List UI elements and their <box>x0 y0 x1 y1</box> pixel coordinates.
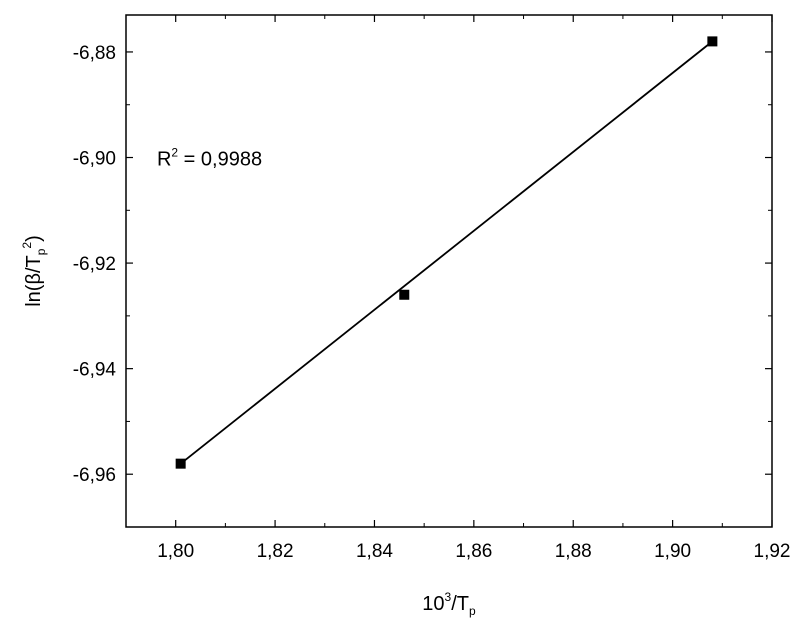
x-axis-title-base: 10 <box>422 593 444 615</box>
y-tick-label: -6,96 <box>73 465 116 486</box>
x-tick-label: 1,92 <box>754 541 791 562</box>
data-point <box>175 458 186 469</box>
plot-frame <box>125 14 773 528</box>
x-axis-title: 103/Tp <box>422 590 476 618</box>
annotation-rest: = 0,9988 <box>178 149 262 171</box>
annotation-sup: 2 <box>171 146 178 160</box>
y-tick-label: -6,90 <box>73 149 116 170</box>
annotation-prefix: R <box>157 149 171 171</box>
y-axis-title-prefix: ln(β/T <box>23 255 45 307</box>
y-tick-label: -6,94 <box>73 360 117 381</box>
x-tick-label: 1,82 <box>257 541 294 562</box>
y-axis-title-suffix: ) <box>23 235 45 242</box>
x-tick-label: 1,88 <box>555 541 592 562</box>
y-axis-title-sup: 2 <box>20 242 34 249</box>
y-axis-title: ln(β/Tp2) <box>20 235 48 307</box>
y-tick-label: -6,88 <box>73 43 116 64</box>
x-tick-label: 1,90 <box>654 541 691 562</box>
x-tick-label: 1,84 <box>356 541 393 562</box>
y-axis-title-sub: p <box>34 248 48 255</box>
y-tick-label: -6,92 <box>73 254 116 275</box>
r-squared-annotation: R2 = 0,9988 <box>157 146 262 171</box>
x-axis-title-rest: /T <box>451 593 469 615</box>
data-points <box>175 36 718 469</box>
x-axis-title-sup: 3 <box>445 590 452 604</box>
y-axis-title-group: ln(β/Tp2) <box>20 235 48 307</box>
data-point <box>399 289 410 300</box>
fit-line <box>180 40 713 465</box>
ticks <box>125 15 773 528</box>
x-tick-label: 1,80 <box>157 541 194 562</box>
tick-labels: 1,80 1,82 1,84 1,86 1,88 1,90 1,92 -6,96 -6,94 -6… <box>73 43 791 562</box>
x-axis-title-sub: p <box>469 604 476 618</box>
data-point <box>707 36 718 47</box>
x-tick-label: 1,86 <box>455 541 492 562</box>
